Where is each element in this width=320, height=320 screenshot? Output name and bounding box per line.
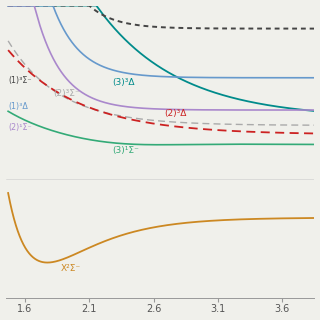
Text: (1)³Δ: (1)³Δ xyxy=(8,102,28,111)
Text: (2)¹Σ⁻: (2)¹Σ⁻ xyxy=(8,123,32,132)
Text: (1)³Σ⁻: (1)³Σ⁻ xyxy=(8,76,32,85)
Text: (2)³Δ: (2)³Δ xyxy=(164,108,186,118)
Text: (2)³Σ⁻: (2)³Σ⁻ xyxy=(53,89,80,99)
Text: X²Σ⁻: X²Σ⁻ xyxy=(61,264,81,273)
Text: (3)¹Σ⁻: (3)¹Σ⁻ xyxy=(112,146,139,155)
Text: (3)³Δ: (3)³Δ xyxy=(112,78,135,87)
